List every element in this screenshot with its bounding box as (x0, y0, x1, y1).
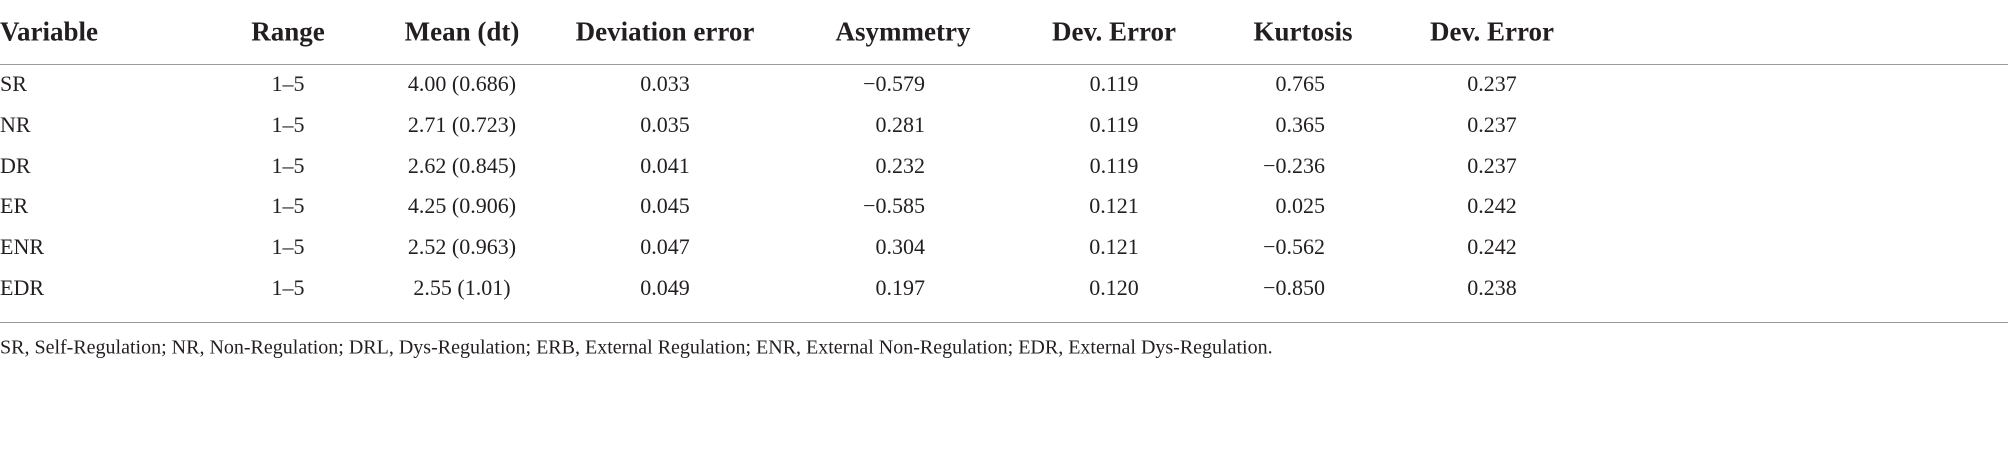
cell-value: 2.52 (0.963) (407, 234, 517, 260)
cell-value: 2.62 (0.845) (407, 152, 517, 178)
cell-value: 0.025 (1275, 193, 1326, 219)
footnote: SR, Self-Regulation; NR, Non-Regulation;… (0, 336, 1273, 359)
row-label: EDR (0, 275, 44, 300)
cell-value: −0.850 (1263, 275, 1325, 300)
row-label: DR (0, 152, 31, 178)
row-label: SR (0, 71, 27, 96)
cell-value: 0.232 (875, 152, 926, 178)
cell-value: −0.562 (1263, 234, 1325, 260)
column-header: Range (251, 16, 325, 47)
cell-value: 2.71 (0.723) (407, 111, 517, 137)
cell-value: 1–5 (271, 275, 305, 300)
column-header: Mean (dt) (404, 16, 520, 47)
header-rule (0, 64, 2008, 65)
cell-value: 1–5 (271, 71, 305, 96)
cell-value: 0.242 (1467, 234, 1517, 260)
cell-value: 0.119 (1089, 111, 1139, 137)
cell-value: 0.238 (1467, 275, 1517, 300)
cell-value: −0.585 (863, 193, 925, 219)
cell-value: 0.045 (640, 193, 690, 219)
cell-value: 1–5 (271, 111, 305, 137)
row-label: NR (0, 111, 31, 137)
cell-value: 2.55 (1.01) (413, 275, 511, 300)
cell-value: 0.049 (640, 275, 690, 300)
bottom-rule (0, 322, 2008, 323)
column-header: Asymmetry (835, 16, 971, 47)
row-label: ER (0, 193, 29, 219)
cell-value: 0.304 (875, 234, 926, 260)
cell-value: 0.047 (640, 234, 690, 260)
cell-value: 0.365 (1275, 111, 1326, 137)
cell-value: 4.00 (0.686) (407, 71, 517, 96)
column-header: Dev. Error (1430, 16, 1554, 47)
cell-value: 0.119 (1089, 71, 1139, 96)
cell-value: −0.236 (1263, 152, 1325, 178)
cell-value: 1–5 (271, 234, 305, 260)
cell-value: 4.25 (0.906) (407, 193, 517, 219)
cell-value: 0.237 (1467, 71, 1517, 96)
row-label: ENR (0, 234, 44, 260)
column-header: Kurtosis (1253, 16, 1353, 47)
cell-value: 0.120 (1089, 275, 1139, 300)
cell-value: 0.237 (1467, 152, 1517, 178)
cell-value: 0.281 (875, 111, 926, 137)
cell-value: 0.237 (1467, 111, 1517, 137)
cell-value: 0.121 (1089, 234, 1139, 260)
cell-value: 0.119 (1089, 152, 1139, 178)
cell-value: −0.579 (863, 71, 925, 96)
cell-value: 0.197 (875, 275, 926, 300)
column-header: Deviation error (575, 16, 755, 47)
cell-value: 0.121 (1089, 193, 1139, 219)
column-header: Variable (0, 16, 99, 47)
cell-value: 0.035 (640, 111, 690, 137)
cell-value: 1–5 (271, 152, 305, 178)
cell-value: 0.033 (640, 71, 690, 96)
column-header: Dev. Error (1052, 16, 1176, 47)
cell-value: 0.765 (1275, 71, 1326, 96)
cell-value: 1–5 (271, 193, 305, 219)
cell-value: 0.041 (640, 152, 690, 178)
cell-value: 0.242 (1467, 193, 1517, 219)
